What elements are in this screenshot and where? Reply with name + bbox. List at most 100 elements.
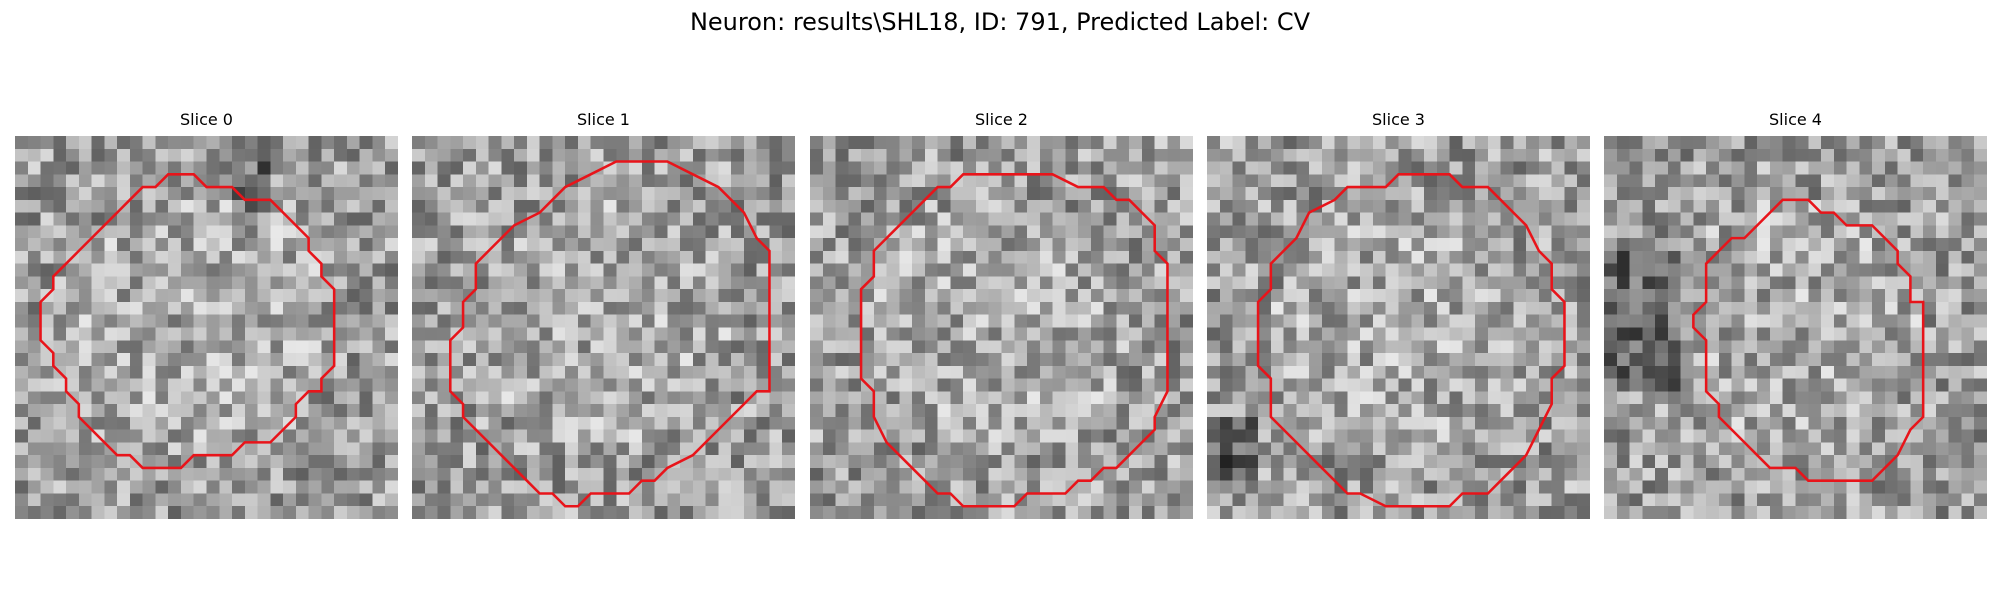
pixel [27, 161, 41, 175]
pixel [488, 391, 502, 405]
pixel [15, 353, 29, 367]
pixel [539, 442, 553, 456]
pixel [1884, 416, 1898, 430]
pixel [232, 174, 246, 188]
pixel [848, 289, 862, 303]
pixel [899, 467, 913, 481]
pixel [1001, 250, 1015, 264]
pixel [1436, 480, 1450, 494]
pixel [1398, 174, 1412, 188]
pixel [1360, 365, 1374, 379]
pixel [1052, 276, 1066, 290]
pixel [975, 429, 989, 443]
pixel [1538, 416, 1552, 430]
pixel [848, 340, 862, 354]
pixel [257, 391, 271, 405]
pixel [40, 442, 54, 456]
pixel [1141, 353, 1155, 367]
pixel [1859, 493, 1873, 507]
pixel [372, 455, 386, 469]
pixel [283, 263, 297, 277]
pixel [731, 429, 745, 443]
pixel [950, 289, 964, 303]
pixel [1500, 506, 1514, 519]
pixel [1258, 161, 1272, 175]
pixel [334, 455, 348, 469]
pixel [1001, 455, 1015, 469]
pixel [1935, 480, 1949, 494]
pixel [117, 148, 131, 162]
pixel [219, 289, 233, 303]
pixel [219, 225, 233, 239]
pixel [769, 314, 783, 328]
pixel [257, 480, 271, 494]
pixel [705, 340, 719, 354]
pixel [526, 404, 540, 418]
pixel [117, 480, 131, 494]
pixel [1321, 314, 1335, 328]
pixel [1436, 289, 1450, 303]
pixel [963, 404, 977, 418]
pixel [1948, 353, 1962, 367]
pixel [129, 391, 143, 405]
pixel [1487, 276, 1501, 290]
pixel [308, 187, 322, 201]
pixel [950, 136, 964, 150]
pixel [1052, 467, 1066, 481]
pixel [1744, 263, 1758, 277]
pixel [437, 442, 451, 456]
pixel [577, 327, 591, 341]
pixel [1526, 378, 1540, 392]
pixel [1334, 442, 1348, 456]
pixel [1167, 378, 1181, 392]
pixel [1500, 250, 1514, 264]
pixel [539, 187, 553, 201]
pixel [1309, 161, 1323, 175]
pixel [616, 225, 630, 239]
pixel [385, 199, 398, 213]
pixel [899, 340, 913, 354]
pixel [1411, 314, 1425, 328]
pixel [1462, 238, 1476, 252]
pixel [975, 187, 989, 201]
pixel [1360, 391, 1374, 405]
pixel [1948, 340, 1962, 354]
pixel [129, 314, 143, 328]
pixel [1680, 187, 1694, 201]
pixel [206, 480, 220, 494]
pixel [219, 467, 233, 481]
pixel [66, 263, 80, 277]
pixel [835, 327, 849, 341]
pixel [1309, 136, 1323, 150]
pixel [848, 378, 862, 392]
pixel [283, 276, 297, 290]
pixel [15, 467, 29, 481]
pixel [1462, 480, 1476, 494]
pixel [539, 250, 553, 264]
pixel [950, 378, 964, 392]
pixel [1027, 467, 1041, 481]
pixel [1347, 289, 1361, 303]
pixel [861, 174, 875, 188]
pixel [886, 301, 900, 315]
pixel [1065, 455, 1079, 469]
pixel [782, 199, 795, 213]
pixel [629, 289, 643, 303]
pixel [1923, 263, 1937, 277]
pixel [53, 493, 67, 507]
pixel [1309, 378, 1323, 392]
pixel [1655, 250, 1669, 264]
pixel [1245, 174, 1259, 188]
pixel [629, 391, 643, 405]
pixel [1360, 429, 1374, 443]
pixel [295, 404, 309, 418]
pixel [1296, 314, 1310, 328]
pixel [283, 429, 297, 443]
pixel [257, 429, 271, 443]
pixel [1910, 391, 1924, 405]
pixel [1487, 493, 1501, 507]
pixel [1538, 378, 1552, 392]
pixel [654, 493, 668, 507]
pixel [1385, 506, 1399, 519]
pixel [1001, 378, 1015, 392]
